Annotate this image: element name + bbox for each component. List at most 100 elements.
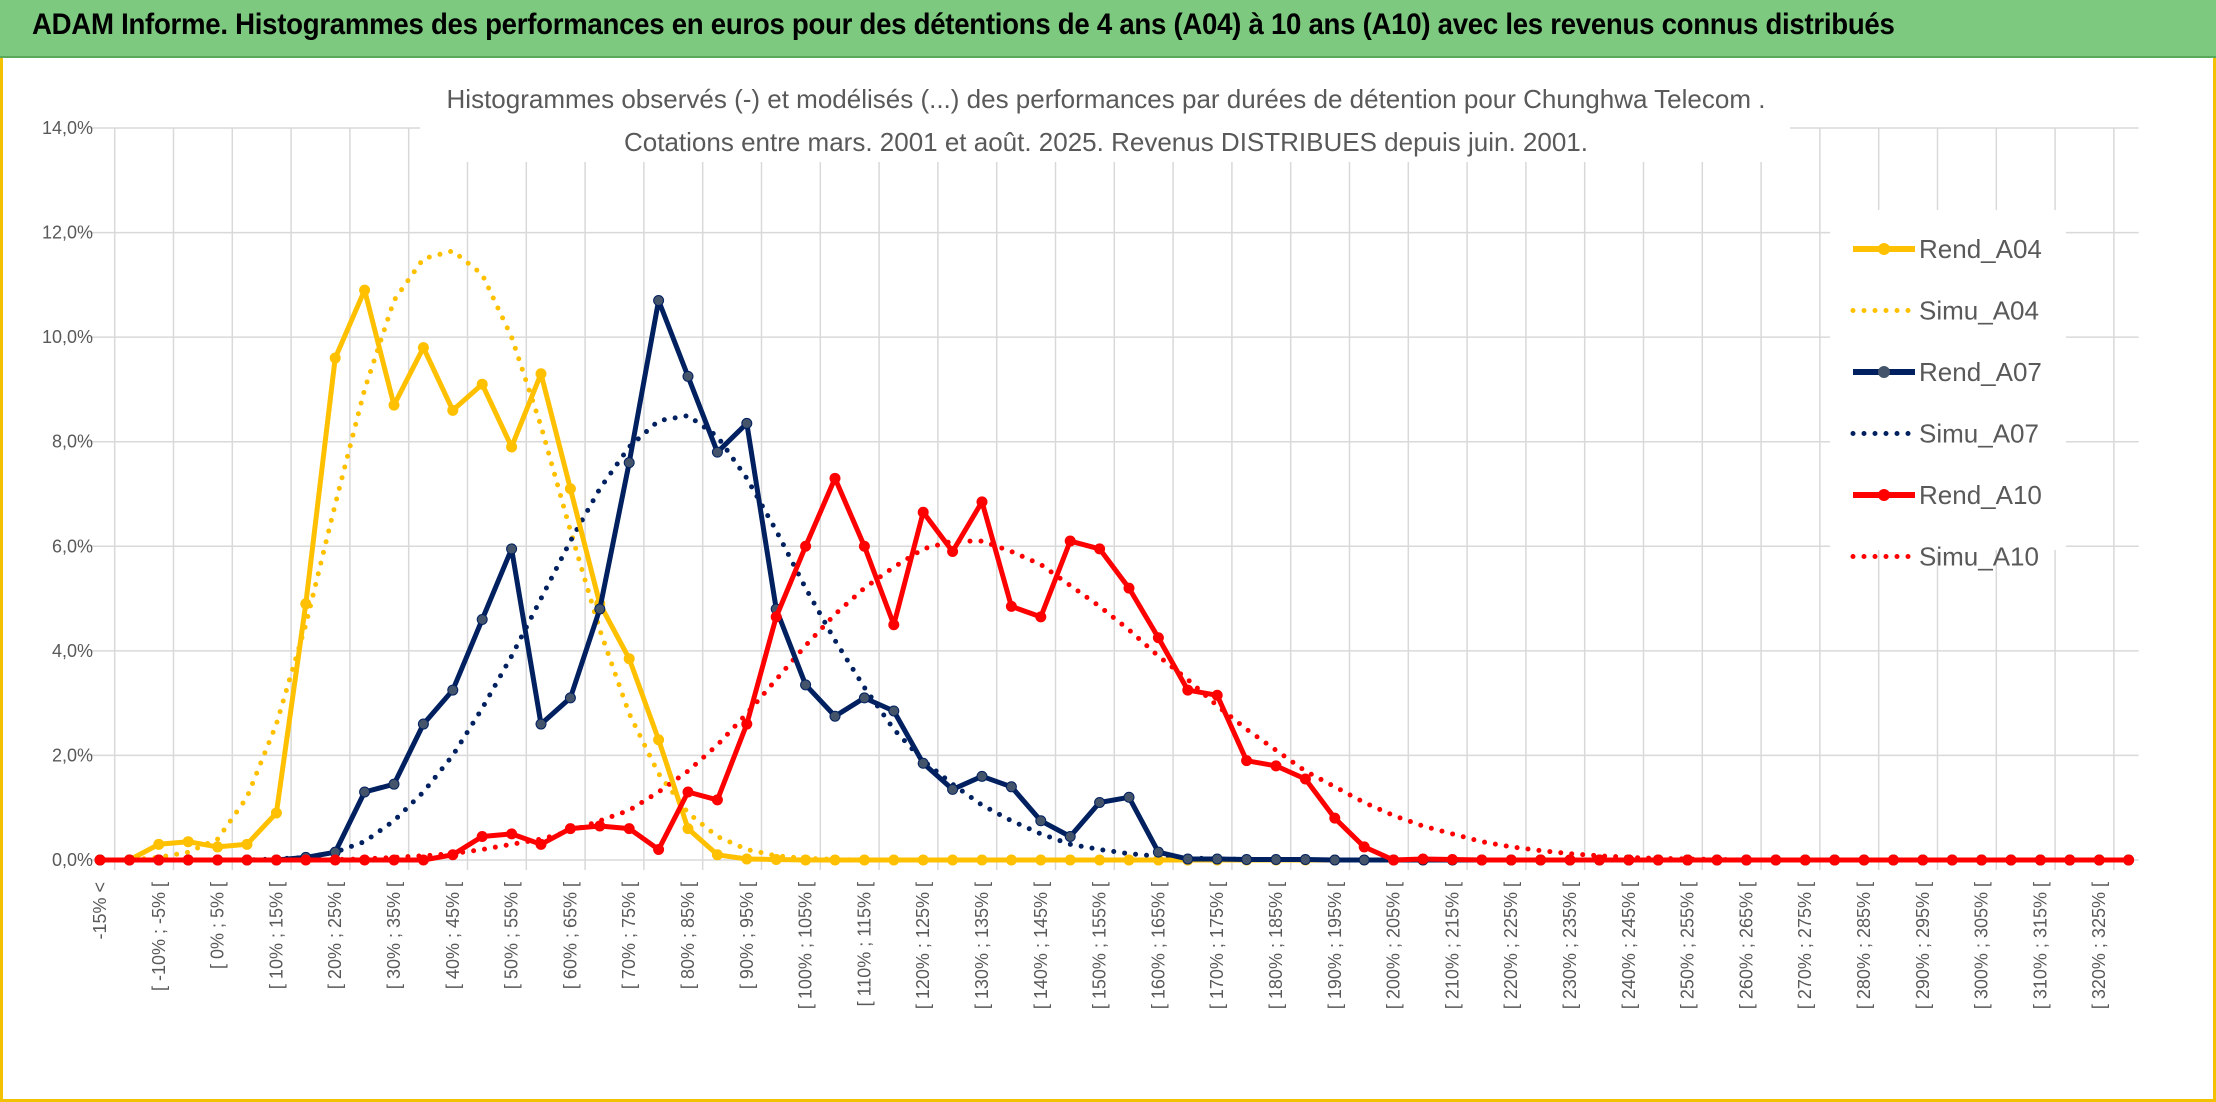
x-tick-label: [ 290% ; 295% [: [1913, 882, 1933, 1009]
data-point: [2005, 854, 2017, 866]
data-point: [241, 854, 253, 866]
data-point: [1064, 830, 1076, 842]
data-point: [1270, 760, 1282, 772]
data-point: [1976, 854, 1988, 866]
x-tick-label: [ 280% ; 285% [: [1854, 882, 1874, 1009]
chart-series: [94, 248, 2135, 866]
data-point: [564, 483, 576, 495]
data-point: [800, 679, 812, 691]
legend-item-rend_a10: Rend_A10: [1853, 480, 2042, 510]
data-point: [1652, 854, 1664, 866]
data-point: [535, 368, 547, 380]
data-point: [182, 854, 194, 866]
legend-item-rend_a04: Rend_A04: [1853, 234, 2042, 264]
data-point: [564, 692, 576, 704]
data-point: [1299, 853, 1311, 865]
data-point: [447, 849, 459, 861]
legend-item-simu_a07: Simu_A07: [1850, 419, 2039, 449]
data-point: [1182, 853, 1194, 865]
data-point: [594, 820, 606, 832]
data-point: [888, 619, 900, 631]
data-point: [594, 603, 606, 615]
data-point: [682, 786, 694, 798]
legend-label: Simu_A04: [1919, 296, 2039, 326]
x-tick-label: [ 220% ; 225% [: [1501, 882, 1521, 1009]
data-point: [623, 823, 635, 835]
x-tick-label: [ 160% ; 165% [: [1148, 882, 1168, 1009]
x-tick-label: [ 200% ; 205% [: [1384, 882, 1404, 1009]
x-tick-label: [ 270% ; 275% [: [1795, 882, 1815, 1009]
data-point: [153, 854, 165, 866]
y-tick-label: 4,0%: [52, 641, 93, 661]
data-point: [1917, 854, 1929, 866]
data-point: [888, 854, 900, 866]
data-point: [682, 823, 694, 835]
data-point: [711, 849, 723, 861]
data-point: [123, 854, 135, 866]
data-point: [1152, 846, 1164, 858]
data-point: [1094, 796, 1106, 808]
data-point: [858, 540, 870, 552]
data-point: [1035, 854, 1047, 866]
legend-label: Simu_A10: [1919, 542, 2039, 572]
x-tick-label: [ 90% ; 95% [: [737, 882, 757, 989]
data-point: [653, 844, 665, 856]
data-point: [2093, 854, 2105, 866]
legend-item-simu_a04: Simu_A04: [1850, 296, 2039, 326]
data-point: [976, 770, 988, 782]
data-point: [359, 284, 371, 296]
line-chart: 0,0% 2,0% 4,0% 6,0% 8,0% 10,0% 12,0% 14,0% -15%…: [42, 82, 2139, 1009]
data-point: [1005, 781, 1017, 793]
chart-titles: Histogrammes observés (-) et modélisés (…: [420, 82, 1790, 162]
x-tick-label: [ 210% ; 215% [: [1442, 882, 1462, 1009]
data-point: [564, 823, 576, 835]
legend-label: Simu_A07: [1919, 419, 2039, 449]
data-point: [829, 472, 841, 484]
header-bar: ADAM Informe. Histogrammes des performan…: [0, 0, 2216, 58]
x-tick-label: [ 260% ; 265% [: [1736, 882, 1756, 1009]
data-point: [711, 794, 723, 806]
data-point: [94, 854, 106, 866]
data-point: [1182, 684, 1194, 696]
x-tick-label: [ 120% ; 125% [: [913, 882, 933, 1009]
data-point: [1623, 854, 1635, 866]
data-point: [329, 854, 341, 866]
data-point: [1740, 854, 1752, 866]
data-point: [1946, 854, 1958, 866]
data-point: [329, 352, 341, 364]
x-tick-label: [ 110% ; 115% [: [854, 882, 874, 1006]
x-tick-label: [ 50% ; 55% [: [502, 882, 522, 989]
data-point: [1476, 854, 1488, 866]
data-point: [1358, 854, 1370, 866]
data-point: [682, 370, 694, 382]
data-point: [2034, 854, 2046, 866]
data-point: [947, 546, 959, 558]
data-point: [212, 841, 224, 853]
data-point: [1005, 600, 1017, 612]
y-tick-label: 6,0%: [52, 536, 93, 556]
data-point: [741, 853, 753, 865]
data-point: [1564, 854, 1576, 866]
data-point: [476, 830, 488, 842]
chart-legend: Rend_A04 Simu_A04 Rend_A07 Simu_A07 Rend_A10…: [1830, 210, 2066, 572]
data-point: [917, 854, 929, 866]
data-point: [711, 446, 723, 458]
data-point: [623, 653, 635, 665]
data-point: [1858, 854, 1870, 866]
data-point: [1064, 854, 1076, 866]
x-tick-label: [ 40% ; 45% [: [443, 882, 463, 989]
x-tick-label: [ 0% ; 5% [: [208, 882, 228, 969]
data-point: [2064, 854, 2076, 866]
data-point: [858, 692, 870, 704]
legend-marker: [1878, 243, 1890, 255]
x-tick-label: [ 60% ; 65% [: [560, 882, 580, 989]
y-tick-label: 8,0%: [52, 432, 93, 452]
data-point: [1152, 632, 1164, 644]
data-point: [417, 342, 429, 354]
data-point: [153, 838, 165, 850]
series-simu_a07: [97, 413, 2132, 863]
x-tick-label: [ 300% ; 305% [: [1972, 882, 1992, 1009]
data-point: [858, 854, 870, 866]
data-point: [1123, 582, 1135, 594]
x-tick-label: [ 130% ; 135% [: [972, 882, 992, 1009]
